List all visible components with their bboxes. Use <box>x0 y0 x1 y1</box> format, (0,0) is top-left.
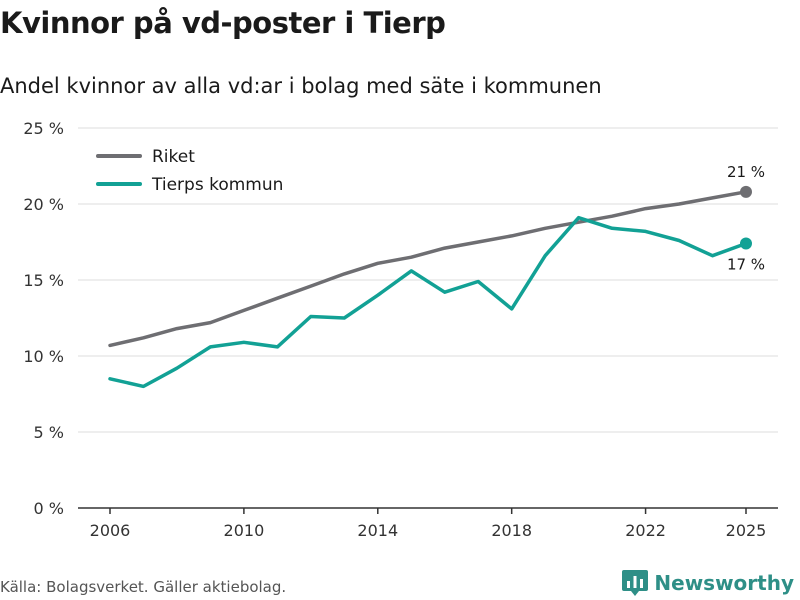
chart-subtitle: Andel kvinnor av alla vd:ar i bolag med … <box>0 74 602 98</box>
y-tick-label: 25 % <box>23 119 64 138</box>
x-tick-label: 2025 <box>726 521 767 540</box>
x-tick-label: 2010 <box>224 521 265 540</box>
x-tick-label: 2018 <box>491 521 532 540</box>
source-note: Källa: Bolagsverket. Gäller aktiebolag. <box>0 578 287 596</box>
line-chart: 0 % 5 % 10 % 15 % 20 % 25 % 2006 2010 2014 2018 20… <box>23 119 778 540</box>
x-tick-label: 2022 <box>625 521 666 540</box>
chart-title: Kvinnor på vd-poster i Tierp <box>0 6 446 40</box>
series-line-tierps-kommun <box>108 215 748 389</box>
y-tick-label: 10 % <box>23 347 64 366</box>
y-tick-label: 15 % <box>23 271 64 290</box>
end-point-riket <box>740 185 752 198</box>
y-tick-label: 0 % <box>34 499 64 518</box>
y-tick-label: 20 % <box>23 195 64 214</box>
bar-chart-logo-icon <box>622 570 649 596</box>
end-label-riket: 21 % <box>727 163 765 181</box>
series-line-riket <box>108 190 748 348</box>
legend-label-riket: Riket <box>152 147 195 167</box>
legend-label-tierps-kommun: Tierps kommun <box>151 175 283 195</box>
y-tick-label: 5 % <box>34 423 64 442</box>
x-tick-label: 2014 <box>357 521 398 540</box>
end-point-tierps-kommun <box>740 237 752 250</box>
x-tick-label: 2006 <box>90 521 131 540</box>
brand-logo: Newsworthy <box>622 570 794 596</box>
brand-name: Newsworthy <box>654 571 794 595</box>
end-label-tierps-kommun: 17 % <box>727 256 765 274</box>
